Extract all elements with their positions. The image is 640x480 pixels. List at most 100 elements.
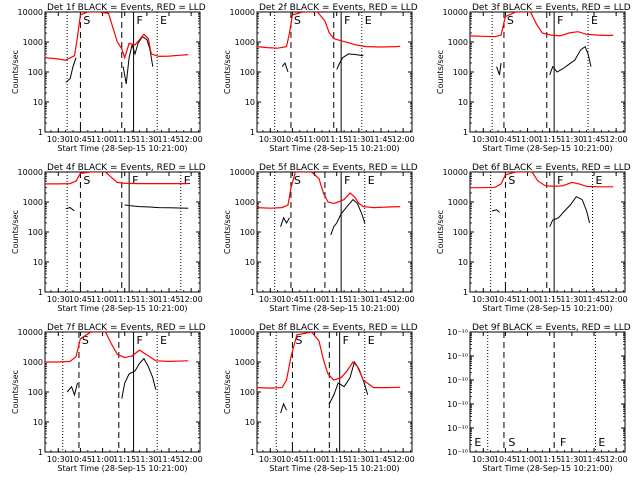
y-tick-label: 10⁻¹⁰: [447, 376, 468, 385]
x-tick-label: 11:15: [538, 295, 561, 304]
y-tick-label: 1: [38, 448, 43, 457]
marker-label: F: [137, 334, 143, 347]
marker-label: S: [82, 334, 89, 347]
marker-label: S: [83, 14, 90, 27]
marker-label: S: [508, 436, 515, 449]
x-tick-label: 10:45: [281, 135, 304, 144]
plot-frame: [256, 11, 413, 133]
y-tick-label: 1000: [235, 198, 255, 207]
y-tick-label: 10⁻¹⁰: [447, 328, 468, 337]
y-axis-label: Counts/sec: [11, 370, 20, 414]
x-tick-label: 11:00: [91, 135, 114, 144]
marker-label: E: [160, 14, 167, 27]
detector-panel: Det 9f BLACK = Events, RED = LLD 10⁻¹⁰ 10⁻…: [447, 323, 631, 473]
y-tick-label: 10: [245, 258, 255, 267]
x-tick-label: 11:30: [347, 135, 370, 144]
x-tick-label: 10:45: [69, 295, 92, 304]
panel-title: Det 1f BLACK = Events, RED = LLD: [47, 3, 206, 13]
y-tick-label: 1000: [23, 38, 43, 47]
marker-label: E: [365, 14, 372, 27]
y-tick-label: 100: [28, 228, 43, 237]
y-tick-label: 1: [250, 128, 255, 137]
x-tick-label: 11:30: [135, 135, 158, 144]
x-tick-label: 12:00: [180, 455, 203, 464]
marker-label: F: [560, 436, 566, 449]
x-tick-label: 12:00: [392, 295, 415, 304]
y-tick-label: 100: [240, 68, 255, 77]
y-tick-label: 1000: [23, 198, 43, 207]
x-tick-label: 10:30: [47, 295, 70, 304]
x-tick-label: 11:15: [113, 455, 136, 464]
marker-label: F: [132, 174, 138, 187]
x-tick-label: 11:15: [538, 135, 561, 144]
x-tick-label: 10:30: [259, 135, 282, 144]
x-axis-label: Start Time (28-Sep-15 10:21:00): [269, 144, 399, 153]
x-tick-label: 10:30: [472, 295, 495, 304]
x-tick-label: 11:00: [303, 135, 326, 144]
x-axis-label: Start Time (28-Sep-15 10:21:00): [57, 304, 187, 313]
x-tick-label: 11:45: [157, 455, 180, 464]
x-tick-label: 10:45: [69, 455, 92, 464]
x-tick-label: 11:15: [325, 295, 348, 304]
x-tick-label: 12:00: [392, 455, 415, 464]
y-tick-label: 1: [463, 128, 468, 137]
x-tick-label: 11:15: [538, 455, 561, 464]
y-tick-label: 10000: [18, 8, 43, 17]
marker-label: S: [83, 174, 90, 187]
x-tick-label: 10:30: [472, 455, 495, 464]
x-tick-label: 10:30: [259, 455, 282, 464]
y-tick-label: 10000: [443, 168, 468, 177]
y-tick-label: 10: [33, 98, 43, 107]
y-tick-label: 10: [33, 418, 43, 427]
y-tick-label: 1: [38, 288, 43, 297]
y-tick-label: 10⁻¹⁰: [447, 448, 468, 457]
y-tick-label: 10000: [230, 8, 255, 17]
panel-title: Det 3f BLACK = Events, RED = LLD: [472, 3, 631, 13]
y-tick-label: 100: [28, 388, 43, 397]
plot-frame: [256, 171, 413, 293]
y-tick-label: 1000: [448, 198, 468, 207]
detector-panel: Det 1f BLACK = Events, RED = LLD 1 10 100 10…: [11, 3, 206, 153]
x-tick-label: 12:00: [605, 135, 628, 144]
y-tick-label: 10000: [230, 168, 255, 177]
events-rate-line: [280, 198, 366, 236]
plot-frame: [44, 11, 201, 133]
events-rate-line: [280, 360, 369, 414]
x-tick-label: 10:30: [47, 135, 70, 144]
lld-rate-line: [470, 12, 614, 38]
panel-title: Det 9f BLACK = Events, RED = LLD: [472, 323, 631, 333]
lld-rate-line: [257, 12, 401, 49]
detector-panel: Det 8f BLACK = Events, RED = LLD 1 10 100 10…: [223, 323, 418, 473]
marker-label: F: [343, 334, 349, 347]
lld-rate-line: [45, 332, 189, 363]
y-tick-label: 10: [458, 258, 468, 267]
y-axis-label: Counts/sec: [436, 210, 445, 254]
detector-panel: Det 7f BLACK = Events, RED = LLD 1 10 100 10…: [11, 323, 206, 473]
y-axis-label: Counts/sec: [223, 50, 232, 94]
y-tick-label: 10: [245, 418, 255, 427]
x-tick-label: 11:00: [303, 295, 326, 304]
y-tick-label: 100: [28, 68, 43, 77]
x-tick-label: 10:45: [281, 295, 304, 304]
panel-title: Det 7f BLACK = Events, RED = LLD: [47, 323, 206, 333]
y-axis-label: Counts/sec: [436, 50, 445, 94]
x-tick-label: 11:15: [325, 455, 348, 464]
x-tick-label: 11:45: [582, 295, 605, 304]
y-axis-label: Counts/sec: [11, 210, 20, 254]
y-tick-label: 1: [250, 288, 255, 297]
detector-panel: Det 3f BLACK = Events, RED = LLD 1 10 100 10…: [436, 3, 631, 153]
y-tick-label: 10⁻¹⁰: [447, 400, 468, 409]
x-tick-label: 11:00: [91, 295, 114, 304]
x-tick-label: 10:45: [494, 455, 517, 464]
events-rate-line: [65, 36, 154, 84]
detector-panel: Det 2f BLACK = Events, RED = LLD 1 10 100 10…: [223, 3, 418, 153]
y-tick-label: 10⁻¹⁰: [447, 424, 468, 433]
x-tick-label: 11:30: [135, 455, 158, 464]
marker-label: E: [595, 174, 602, 187]
detector-panel: Det 4f BLACK = Events, RED = LLD 1 10 100 10…: [11, 163, 206, 313]
y-tick-label: 10000: [18, 328, 43, 337]
y-tick-label: 100: [240, 388, 255, 397]
x-tick-label: 10:30: [47, 455, 70, 464]
x-tick-label: 11:15: [325, 135, 348, 144]
x-axis-label: Start Time (28-Sep-15 10:21:00): [57, 464, 187, 473]
